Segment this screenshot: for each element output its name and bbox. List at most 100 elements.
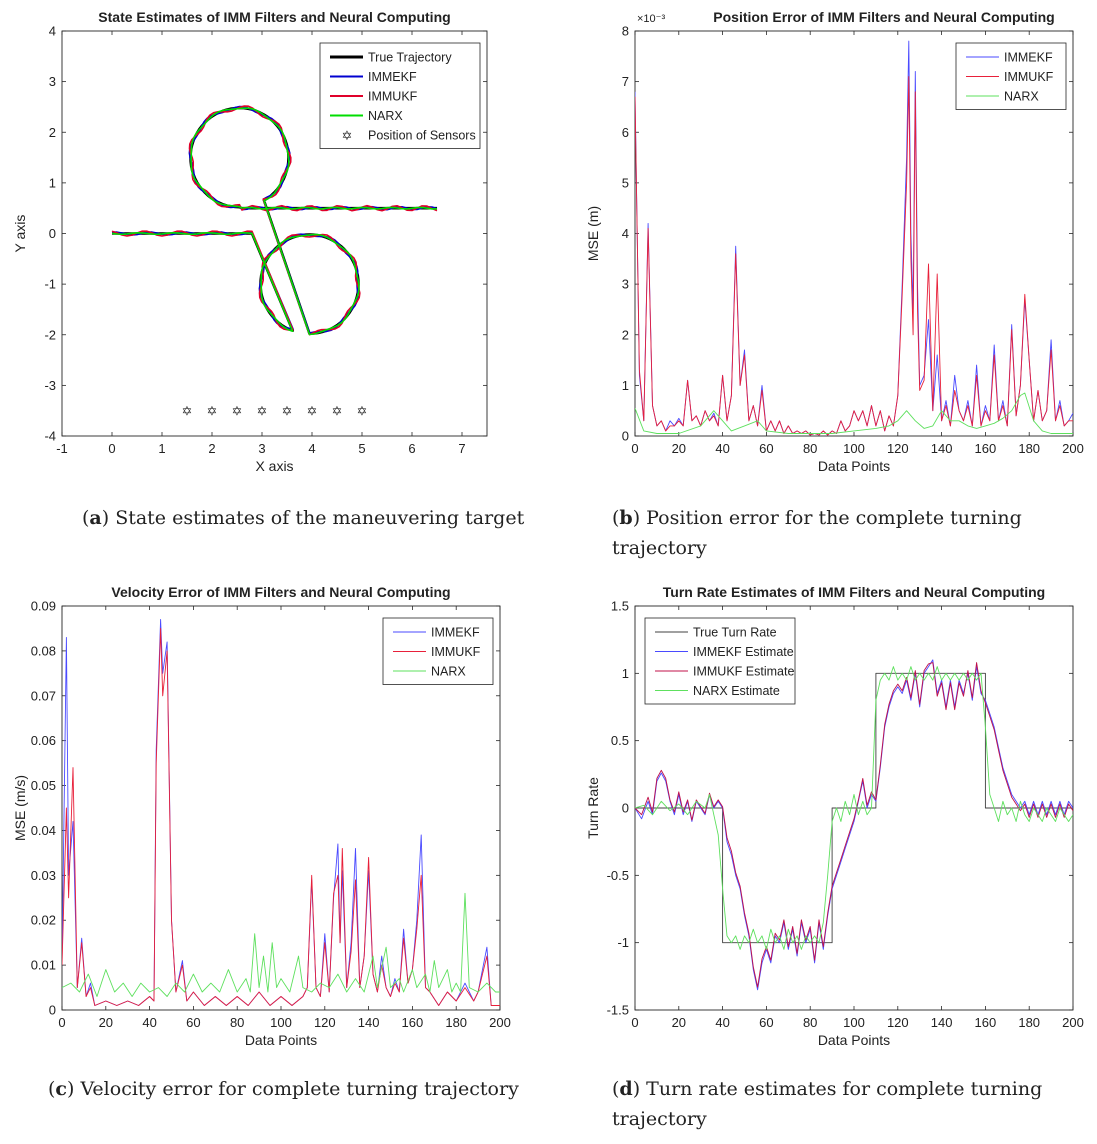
y-tick-label: -0.5 xyxy=(607,868,629,883)
x-tick-label: 200 xyxy=(1062,1015,1084,1030)
y-axis-label: Turn Rate xyxy=(585,777,601,839)
y-axis-label: MSE (m) xyxy=(585,206,601,261)
y-tick-label: 3 xyxy=(49,74,56,89)
legend-label: IMMEKF xyxy=(431,626,480,640)
y-tick-label: 0.09 xyxy=(31,599,56,614)
x-tick-label: 6 xyxy=(408,441,415,456)
chart-title: State Estimates of IMM Filters and Neura… xyxy=(98,9,450,25)
legend-label: NARX Estimate xyxy=(693,684,780,698)
x-tick-label: 2 xyxy=(208,441,215,456)
x-tick-label: 120 xyxy=(887,1015,909,1030)
series-line-narx xyxy=(62,892,500,997)
legend: IMMEKF IMMUKF NARX xyxy=(955,42,1067,110)
chart-a: -1 0 1 2 3 4 5 6 7 -4 -3 -2 -1 0 1 2 3 4 State Estimates o… xyxy=(12,9,488,474)
y-tick-label: -3 xyxy=(44,378,56,393)
y-tick-label: 0.06 xyxy=(31,733,56,748)
y-tick-label: -1.5 xyxy=(607,1003,629,1018)
series-line-immukf-estimate xyxy=(635,662,1073,988)
caption-c: (c) Velocity error for complete turning … xyxy=(48,1078,519,1100)
x-tick-label: 180 xyxy=(1018,441,1040,456)
x-tick-label: 20 xyxy=(672,441,686,456)
sensor-marker: ✡ xyxy=(332,405,343,420)
legend-label: NARX xyxy=(368,109,403,123)
series-layer: ✡ ✡ ✡ ✡ ✡ ✡ ✡ ✡ xyxy=(111,105,438,420)
y-tick-label: 0.02 xyxy=(31,913,56,928)
sensor-marker: ✡ xyxy=(307,405,318,420)
y-tick-label: 0.05 xyxy=(31,778,56,793)
series-line-true-turn-rate xyxy=(635,672,1073,944)
chart-title: Velocity Error of IMM Filters and Neural… xyxy=(111,584,450,600)
y-tick-label: 0.5 xyxy=(611,733,629,748)
y-exponent-label: ×10⁻³ xyxy=(637,13,665,25)
sensor-marker: ✡ xyxy=(182,405,193,420)
series-line-immukf xyxy=(635,76,1073,436)
chart-title: Position Error of IMM Filters and Neural… xyxy=(713,9,1054,25)
x-tick-label: 120 xyxy=(314,1015,336,1030)
x-tick-label: 4 xyxy=(308,441,315,456)
series-layer xyxy=(62,619,500,1006)
x-axis-label: Data Points xyxy=(245,1032,317,1048)
y-tick-label: 0 xyxy=(49,226,56,241)
y-tick-label: 0.03 xyxy=(31,868,56,883)
y-tick-label: 3 xyxy=(622,277,629,292)
caption-a: (a) State estimates of the maneuvering t… xyxy=(82,507,525,529)
legend-label: IMMEKF Estimate xyxy=(693,645,794,659)
y-tick-label: 4 xyxy=(622,226,629,241)
x-tick-label: 200 xyxy=(1062,441,1084,456)
x-tick-label: 80 xyxy=(803,1015,817,1030)
legend-label: True Turn Rate xyxy=(693,626,777,640)
legend-label: NARX xyxy=(1004,90,1039,104)
x-tick-label: 180 xyxy=(445,1015,467,1030)
sensor-marker: ✡ xyxy=(257,405,268,420)
y-tick-label: 1 xyxy=(49,175,56,190)
legend-label: IMMUKF xyxy=(1004,70,1054,84)
chart-title: Turn Rate Estimates of IMM Filters and N… xyxy=(663,584,1045,600)
x-axis-label: Data Points xyxy=(818,458,890,474)
series-layer xyxy=(635,659,1073,991)
x-tick-label: 140 xyxy=(931,441,953,456)
x-tick-label: 200 xyxy=(489,1015,511,1030)
x-tick-label: 140 xyxy=(358,1015,380,1030)
y-tick-label: 0 xyxy=(622,429,629,444)
x-tick-label: 20 xyxy=(672,1015,686,1030)
caption-d: (d) Turn rate estimates for complete tur… xyxy=(612,1078,1043,1130)
x-tick-label: 5 xyxy=(358,441,365,456)
y-tick-label: 7 xyxy=(622,74,629,89)
x-tick-label: 40 xyxy=(142,1015,156,1030)
x-tick-label: 80 xyxy=(803,441,817,456)
legend-label: IMMUKF xyxy=(368,90,418,104)
y-tick-label: 0 xyxy=(622,801,629,816)
y-tick-label: -1 xyxy=(44,277,56,292)
x-tick-label: 160 xyxy=(975,1015,997,1030)
x-tick-label: 0 xyxy=(58,1015,65,1030)
sensor-marker: ✡ xyxy=(282,405,293,420)
x-tick-label: 140 xyxy=(931,1015,953,1030)
y-tick-label: 1.5 xyxy=(611,599,629,614)
y-axis-label: Y axis xyxy=(12,215,28,253)
y-tick-label: 1 xyxy=(622,378,629,393)
y-tick-label: 8 xyxy=(622,24,629,39)
x-tick-label: 120 xyxy=(887,441,909,456)
series-layer xyxy=(635,40,1073,436)
x-tick-label: 40 xyxy=(715,441,729,456)
legend-label: Position of Sensors xyxy=(368,129,476,143)
legend: IMMEKF IMMUKF NARX xyxy=(382,617,494,685)
x-tick-label: 0 xyxy=(108,441,115,456)
y-tick-label: 0.08 xyxy=(31,643,56,658)
y-tick-label: 0.01 xyxy=(31,958,56,973)
y-tick-label: 0.04 xyxy=(31,823,56,838)
legend-label: IMMEKF xyxy=(1004,51,1053,65)
x-tick-label: 1 xyxy=(158,441,165,456)
x-tick-label: 40 xyxy=(715,1015,729,1030)
x-tick-label: 100 xyxy=(843,441,865,456)
chart-b: 0 20 40 60 80 100 120 140 160 180 200 0 1 2 3 4 5 6 7 8 Posi… xyxy=(585,9,1084,474)
y-tick-label: -2 xyxy=(44,327,56,342)
sensor-marker: ✡ xyxy=(357,405,368,420)
legend-marker: ✡ xyxy=(342,129,353,144)
y-tick-label: 2 xyxy=(622,327,629,342)
x-tick-label: 3 xyxy=(258,441,265,456)
x-tick-label: 100 xyxy=(843,1015,865,1030)
x-tick-label: 80 xyxy=(230,1015,244,1030)
legend-label: NARX xyxy=(431,665,466,679)
